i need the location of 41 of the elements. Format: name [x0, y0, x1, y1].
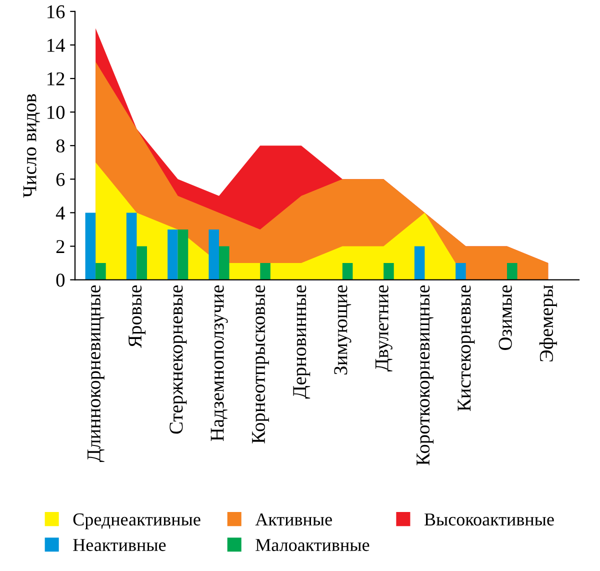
legend-label: Среднеактивные — [73, 513, 200, 530]
bar — [85, 212, 96, 280]
bar — [414, 246, 425, 280]
bar — [168, 229, 178, 280]
y-tick-label: 10 — [48, 106, 65, 119]
x-tick-label: Длиннокорневищные — [88, 285, 104, 462]
x-tick-label: Яровые — [128, 285, 146, 348]
bar — [178, 229, 188, 280]
legend-label: Активные — [255, 513, 332, 526]
bar — [208, 229, 219, 280]
x-tick-label: Надземноползучие — [210, 285, 228, 442]
legend-label: Неактивные — [73, 539, 166, 552]
bar — [96, 263, 106, 280]
legend-label: Высокоактивные — [424, 514, 554, 526]
x-tick-label: Зимующие — [334, 285, 352, 374]
y-tick-label: 8 — [56, 139, 65, 153]
y-tick-label: 0 — [56, 274, 65, 287]
y-tick-label: 2 — [56, 240, 64, 253]
x-tick-label: Двулетние — [375, 285, 392, 372]
bar — [136, 246, 147, 280]
bar — [219, 246, 230, 280]
bar — [507, 263, 518, 280]
x-tick-label: Озимые — [498, 285, 512, 350]
x-tick-label: Кистекорневые — [458, 285, 475, 412]
x-tick-label: Корнеотпрысковые — [252, 285, 269, 444]
bar — [342, 263, 353, 280]
bar — [126, 212, 137, 280]
bar — [384, 263, 394, 280]
y-tick-label: 14 — [48, 38, 65, 52]
y-tick-label: 12 — [48, 72, 64, 86]
y-tick-label: 16 — [48, 5, 65, 18]
y-axis-title: Число видов — [23, 94, 40, 198]
bar — [260, 263, 270, 280]
bar — [456, 263, 466, 280]
x-tick-label: Стержнекорневые — [170, 285, 187, 434]
y-tick-label: 6 — [56, 173, 65, 186]
legend-label: Малоактивные — [256, 539, 370, 552]
x-tick-label: Эфемеры — [539, 285, 557, 362]
x-tick-label: Короткокорневищные — [416, 285, 434, 466]
x-tick-label: Дерновинные — [293, 285, 310, 399]
y-tick-label: 4 — [56, 206, 65, 220]
